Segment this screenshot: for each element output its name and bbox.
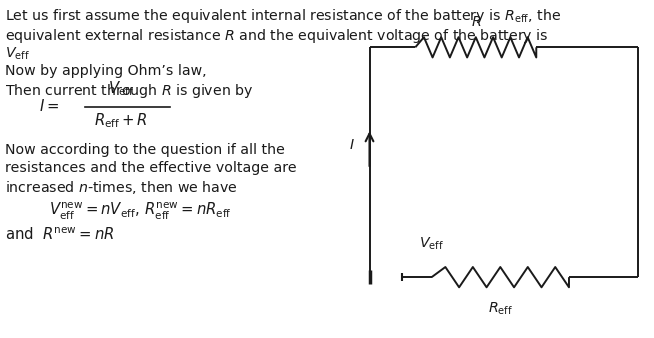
Text: $V_{\mathrm{eff}}$: $V_{\mathrm{eff}}$ (108, 79, 134, 98)
Text: increased $n$-times, then we have: increased $n$-times, then we have (5, 179, 238, 196)
Text: $I$: $I$ (349, 138, 355, 152)
Text: $R_{\mathrm{eff}}$: $R_{\mathrm{eff}}$ (488, 301, 513, 317)
Text: $V_{\mathrm{eff}}$: $V_{\mathrm{eff}}$ (5, 46, 30, 63)
Text: Now by applying Ohm’s law,: Now by applying Ohm’s law, (5, 64, 207, 78)
Text: Let us first assume the equivalent internal resistance of the battery is $R_{\ma: Let us first assume the equivalent inter… (5, 7, 561, 25)
Text: $I =$: $I =$ (39, 98, 60, 115)
Text: Now according to the question if all the: Now according to the question if all the (5, 143, 285, 156)
Text: and  $R^{\mathrm{new}}=nR$: and $R^{\mathrm{new}}=nR$ (5, 226, 114, 243)
Text: Then current through $R$ is given by: Then current through $R$ is given by (5, 82, 254, 100)
Text: equivalent external resistance $R$ and the equivalent voltage of the battery is: equivalent external resistance $R$ and t… (5, 27, 549, 45)
Text: $V_{\mathrm{eff}}$: $V_{\mathrm{eff}}$ (419, 235, 443, 251)
Text: $R_{\mathrm{eff}}+R$: $R_{\mathrm{eff}}+R$ (94, 111, 148, 129)
Text: $R$: $R$ (470, 15, 481, 29)
Text: $V_{\mathrm{eff}}^{\mathrm{new}}=nV_{\mathrm{eff}},\,R_{\mathrm{eff}}^{\mathrm{n: $V_{\mathrm{eff}}^{\mathrm{new}}=nV_{\ma… (49, 201, 232, 222)
Text: resistances and the effective voltage are: resistances and the effective voltage ar… (5, 161, 297, 175)
